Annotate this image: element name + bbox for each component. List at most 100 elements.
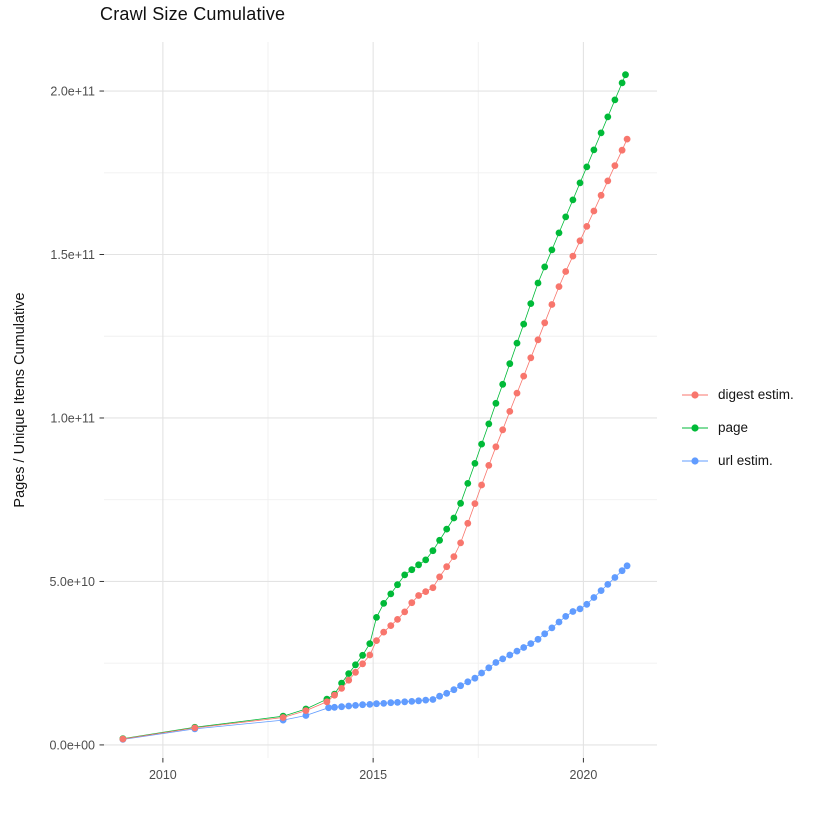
x-tick-label: 2015 <box>359 768 387 782</box>
data-point <box>499 380 507 388</box>
legend-item-url-estim: url estim. <box>681 444 794 477</box>
data-point <box>506 360 514 368</box>
data-point <box>450 514 458 522</box>
data-point <box>485 462 493 469</box>
data-point <box>436 573 443 581</box>
series-url-estim <box>119 562 631 743</box>
data-point <box>604 581 612 588</box>
data-point <box>394 616 401 623</box>
data-point <box>471 460 479 467</box>
data-point <box>576 605 584 613</box>
data-point <box>534 336 542 344</box>
minor-gridlines <box>104 42 657 758</box>
data-point <box>513 647 521 655</box>
data-point <box>555 229 563 237</box>
data-point <box>345 670 353 677</box>
x-tick-label: 2010 <box>149 768 177 782</box>
data-point <box>471 500 479 507</box>
data-point <box>359 651 366 659</box>
data-point <box>576 179 584 187</box>
legend-label: digest estim. <box>718 387 794 402</box>
data-point <box>548 624 556 632</box>
data-point <box>401 571 409 579</box>
series-digest-estim <box>119 135 631 743</box>
data-point <box>562 213 570 221</box>
data-point <box>590 146 598 154</box>
y-tick-label: 0.0e+00 <box>49 738 95 752</box>
data-point <box>359 701 366 709</box>
data-point <box>352 702 359 709</box>
y-tick-label: 1.5e+11 <box>50 248 95 262</box>
data-point <box>534 635 542 643</box>
data-point <box>450 553 458 560</box>
data-point <box>429 547 437 555</box>
data-point <box>359 660 366 668</box>
data-point <box>366 640 374 647</box>
data-point <box>338 679 345 687</box>
legend-item-page: page <box>681 411 794 444</box>
data-point <box>569 196 577 204</box>
data-point <box>387 699 395 707</box>
data-point <box>401 608 409 616</box>
data-point <box>436 692 443 700</box>
data-point <box>541 263 549 271</box>
y-tick-label: 2.0e+11 <box>50 85 95 99</box>
data-point <box>534 279 542 287</box>
data-point <box>478 481 485 489</box>
data-point <box>611 162 619 170</box>
data-point <box>443 689 451 697</box>
data-point <box>422 556 430 564</box>
data-point <box>457 682 464 690</box>
data-point <box>527 300 535 307</box>
data-point <box>562 613 570 620</box>
data-point <box>415 592 422 599</box>
data-point <box>492 399 500 407</box>
data-point <box>408 698 416 705</box>
data-point <box>604 177 612 185</box>
data-point <box>623 562 631 570</box>
data-point <box>541 319 549 327</box>
data-point <box>541 630 549 638</box>
data-point <box>527 640 535 647</box>
data-point <box>443 525 451 533</box>
data-point <box>569 252 577 260</box>
data-point <box>387 590 395 598</box>
data-point <box>506 408 514 415</box>
data-point <box>394 581 401 589</box>
data-point <box>443 563 451 571</box>
data-point <box>380 628 388 636</box>
data-point <box>415 561 422 569</box>
major-gridlines <box>104 42 657 758</box>
data-point <box>323 698 331 706</box>
data-point <box>373 614 380 621</box>
data-point <box>492 659 500 666</box>
axes: 2010 2015 2020 0.0e+00 5.0e+10 1.0e+11 1.5e+11… <box>49 85 597 782</box>
data-point <box>191 724 199 732</box>
data-point <box>597 191 605 199</box>
data-point <box>478 669 485 677</box>
chart-title: Crawl Size Cumulative <box>100 4 286 24</box>
data-point <box>623 135 631 143</box>
data-point <box>422 588 430 595</box>
data-point <box>345 702 353 710</box>
series-line-url-estim <box>122 565 628 740</box>
data-point <box>415 697 422 705</box>
data-point <box>492 443 500 451</box>
data-point <box>366 701 374 708</box>
legend-label: page <box>718 420 749 435</box>
data-point <box>611 96 619 104</box>
data-point <box>429 584 437 592</box>
data-point <box>583 163 591 171</box>
data-point <box>119 735 127 743</box>
data-point <box>499 655 507 663</box>
y-tick-label: 5.0e+10 <box>49 575 95 589</box>
data-point <box>618 79 626 87</box>
data-point <box>583 223 591 230</box>
data-point <box>436 536 443 544</box>
data-point <box>457 499 464 507</box>
data-point <box>622 71 629 79</box>
data-point <box>506 651 514 659</box>
legend-key-icon <box>682 423 708 432</box>
